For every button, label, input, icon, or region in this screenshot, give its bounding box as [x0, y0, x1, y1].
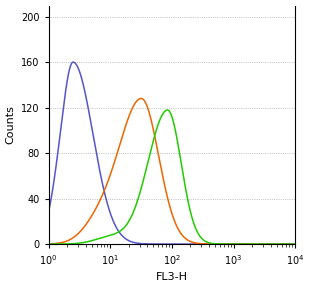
- X-axis label: FL3-H: FL3-H: [156, 272, 188, 283]
- Y-axis label: Counts: Counts: [6, 105, 16, 144]
